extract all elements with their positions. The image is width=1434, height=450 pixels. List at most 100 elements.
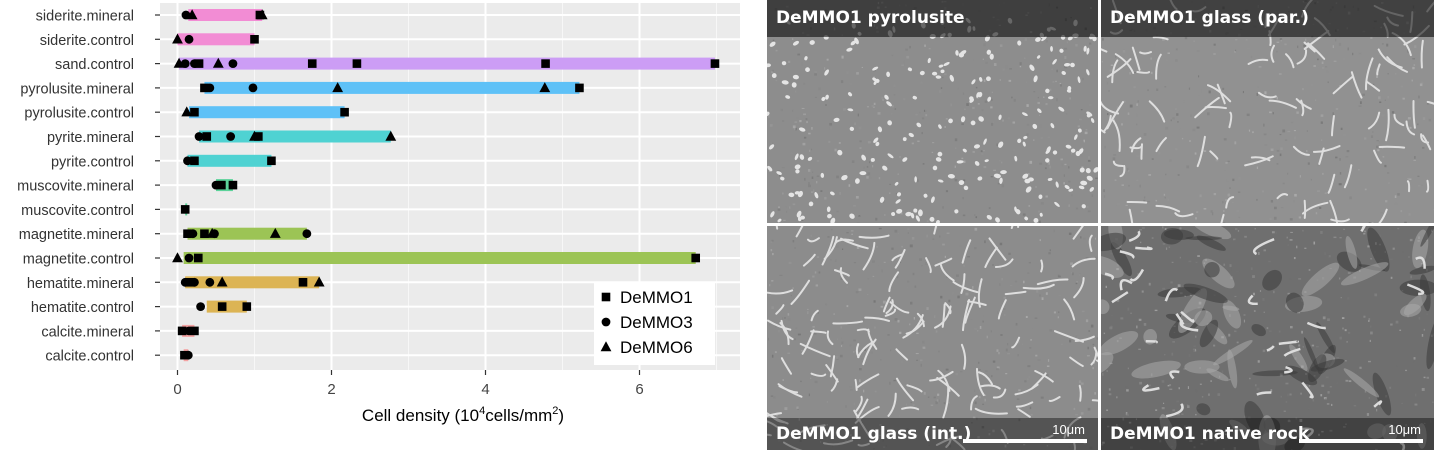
texture-grain [940,295,943,299]
cell-filament [1292,145,1310,156]
texture-grain [872,260,875,263]
texture-grain [982,150,985,152]
x-tick-label: 6 [635,381,643,398]
texture-grain [1232,201,1234,203]
texture-grain [1393,421,1396,424]
texture-grain [878,177,881,180]
texture-grain [998,351,1000,355]
texture-grain [926,307,929,310]
cell-filament [1004,290,1027,296]
cell-particle [770,211,775,218]
texture-grain [1168,246,1171,248]
texture-grain [1253,310,1256,312]
cell-filament [997,299,1007,320]
texture-grain [1282,129,1286,133]
texture-grain [906,55,910,59]
cell-particle [795,169,800,174]
texture-grain [1368,396,1370,399]
texture-grain [1375,68,1378,71]
cell-filament [977,278,983,308]
cell-filament [1296,49,1308,65]
texture-grain [1286,393,1290,397]
cell-particle [805,67,810,72]
texture-grain [974,214,976,216]
texture-grain [1116,299,1120,302]
cell-filament [1327,173,1336,194]
texture-grain [863,166,865,169]
cell-filament [1405,120,1416,136]
texture-grain [1046,374,1049,376]
texture-grain [840,345,843,347]
texture-grain [891,247,894,250]
texture-grain [1405,424,1407,427]
cell-particle [978,116,984,122]
texture-grain [1290,231,1293,233]
texture-grain [834,148,837,152]
texture-grain [849,344,852,347]
texture-grain [1188,354,1191,357]
texture-grain [1372,131,1374,133]
texture-grain [1170,119,1172,122]
cell-particle [940,69,945,74]
texture-grain [1352,399,1355,401]
texture-grain [1222,448,1225,450]
texture-grain [768,337,770,341]
texture-grain [1103,332,1106,335]
texture-grain [856,246,860,249]
texture-grain [1249,377,1251,380]
range-bar [187,154,272,167]
cell-filament [1376,63,1381,76]
texture-grain [810,377,812,379]
texture-grain [829,126,833,130]
texture-grain [876,246,878,248]
texture-grain [1389,228,1391,230]
texture-grain [866,106,870,108]
texture-grain [1116,424,1118,427]
texture-grain [872,275,875,278]
texture-grain [1016,341,1020,344]
texture-grain [1126,389,1129,392]
texture-grain [949,429,952,431]
texture-grain [775,415,778,417]
cell-filament [1140,143,1144,160]
texture-grain [1019,65,1022,68]
texture-grain [1002,68,1005,71]
texture-grain [772,69,774,72]
texture-grain [1025,81,1028,83]
texture-grain [1308,269,1311,271]
texture-grain [890,349,892,352]
data-point-demmo3 [184,34,194,44]
texture-grain [875,265,879,269]
texture-grain [1059,82,1062,85]
cell-filament [857,442,870,447]
texture-grain [870,351,874,354]
data-point-demmo6 [186,9,198,20]
texture-grain [961,123,964,126]
texture-grain [1064,163,1067,166]
data-point-demmo1 [352,59,362,68]
cell-particle [1037,108,1042,114]
texture-grain [1289,325,1293,329]
texture-grain [806,121,808,124]
cell-particle [947,174,955,179]
texture-grain [1199,194,1202,198]
texture-grain [1289,218,1293,221]
texture-grain [1256,93,1258,96]
texture-grain [1024,38,1028,41]
texture-grain [1228,333,1231,337]
texture-grain [1038,210,1040,213]
cell-filament [1228,111,1233,129]
texture-grain [907,429,909,432]
texture-grain [1091,194,1094,197]
data-point-demmo1 [228,180,238,190]
texture-grain [1087,210,1091,213]
texture-grain [1174,108,1177,111]
scale-bar-label: 10μm [1052,422,1085,437]
texture-grain [1039,124,1042,128]
cell-filament [1295,98,1312,110]
texture-grain [788,206,791,209]
texture-grain [1089,104,1092,106]
cell-filament [1385,108,1390,142]
cell-particle [1017,40,1022,46]
texture-grain [796,406,799,409]
